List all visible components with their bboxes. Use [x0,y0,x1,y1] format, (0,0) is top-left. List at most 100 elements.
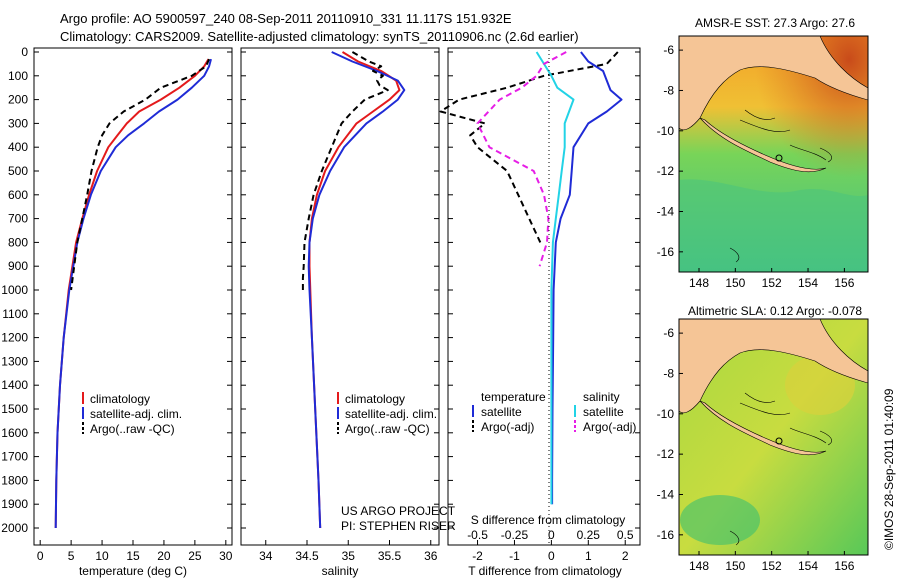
sst-map-title: AMSR-E SST: 27.3 Argo: 27.6 [695,16,855,30]
sla-map [679,319,868,555]
temperature-series-satellite [54,58,212,529]
differences-series-s-argo [476,51,567,267]
sla-low-patch [680,495,760,545]
differences-xtick-label: -1 [509,549,520,563]
difference-series [439,51,623,505]
differences-x2tick-label: 0.5 [617,528,634,542]
temperature-xtick-label: 15 [126,549,140,563]
temperature-axes: 0 5 10 15 20 25 300100200300400500600700800900… [1,45,233,563]
depth-tick-label: 400 [8,140,28,154]
differences-series-t-satellite [551,51,623,505]
legend-label-s-satellite: satellite [583,405,624,419]
depth-tick-label: 600 [8,188,28,202]
legend-label-satellite: satellite-adj. clim. [345,407,437,421]
map-lon-label: 156 [834,276,854,290]
sst-map-frame [678,35,869,273]
salinity-axes: 34 34.5 35 35.5 36 [241,51,439,563]
salinity-xtick-label: 35.5 [378,549,402,563]
map-lon-label: 154 [798,559,818,573]
map-lat-label: -14 [657,204,675,218]
map-lon-label: 156 [834,559,854,573]
reef-outlines [729,109,832,263]
depth-tick-label: 900 [8,259,28,273]
project-name: US ARGO PROJECT [341,504,456,518]
depth-tick-label: 1400 [1,378,28,392]
land-new-guinea [679,319,868,414]
map-lon-label: 148 [689,276,709,290]
land-new-guinea [679,36,868,131]
temperature-series-climatology [54,58,210,529]
legend-label-argo: Argo(..raw -QC) [345,422,430,436]
sst-map-ticks: 148 150 152 154 156 -6 -8 -10 -12 -14 -16 [657,43,855,290]
temperature-series-argo [70,58,211,291]
salinity-xtick-label: 34 [259,549,273,563]
legend-label-s-argo: Argo(-adj) [583,420,636,434]
map-lat-label: -12 [657,164,675,178]
depth-tick-label: 200 [8,93,28,107]
differences-xtick-label: 1 [585,549,592,563]
depth-tick-label: 700 [8,212,28,226]
depth-tick-label: 1100 [2,307,28,321]
difference-xlabel: T difference from climatology [468,564,622,578]
depth-tick-label: 500 [8,164,28,178]
salinity-series-satellite [307,51,406,529]
differences-x2tick-label: -0.25 [501,528,529,542]
depth-tick-label: 1500 [1,402,28,416]
map-lon-label: 152 [762,559,782,573]
legend-label-argo: Argo(..raw -QC) [90,422,175,436]
sla-map-title: Altimetric SLA: 0.12 Argo: -0.078 [688,304,862,318]
land-southeast-tail [699,117,827,173]
difference-legend: temperature salinity satellite Argo(-adj… [472,390,636,434]
depth-tick-label: 100 [8,69,28,83]
difference-axes: -2 -1 0 1 2 -0.5 -0.25 0 0.25 0.5 [448,51,640,563]
map-lon-label: 154 [798,276,818,290]
depth-tick-label: 0 [21,45,28,59]
project-pi: PI: STEPHEN RISER [341,519,456,533]
imos-credit: ©IMOS 28-Sep-2011 01:40:09 [882,388,896,550]
sst-cool-band [679,179,868,272]
map-lon-label: 150 [725,276,745,290]
salinity-series [301,51,406,529]
salinity-xtick-label: 34.5 [295,549,319,563]
depth-tick-label: 1200 [1,331,28,345]
map-lat-label: -12 [657,447,675,461]
differences-series-s-satellite [535,51,575,505]
map-lat-label: -8 [663,366,674,380]
depth-tick-label: 1900 [1,497,28,511]
temperature-legend: climatology satellite-adj. clim. Argo(..… [82,392,182,436]
legend-title-salinity: salinity [583,390,620,404]
differences-x2tick-label: -0.5 [467,528,488,542]
salinity-xtick-label: 35 [342,549,356,563]
salinity-plot-area [240,47,440,546]
salinity-series-climatology [308,51,401,529]
chart-title-line2: Climatology: CARS2009. Satellite-adjuste… [60,29,579,44]
temperature-xtick-label: 5 [68,549,75,563]
legend-title-temperature: temperature [481,390,546,404]
temperature-plot-area [33,47,233,546]
salinity-series-argo [301,51,389,290]
map-lon-label: 148 [689,559,709,573]
map-lat-label: -16 [657,528,675,542]
map-lon-label: 152 [762,276,782,290]
map-lat-label: -10 [657,124,675,138]
salinity-xlabel: salinity [322,564,359,578]
depth-tick-label: 1300 [1,354,28,368]
map-lat-label: -8 [663,83,674,97]
legend-label-climatology: climatology [345,392,405,406]
chart-title-line1: Argo profile: AO 5900597_240 08-Sep-2011… [60,11,512,26]
difference-plot-area [447,47,641,546]
land-southeast-tail [699,400,827,456]
legend-label-t-satellite: satellite [481,405,522,419]
difference-x2label: S difference from climatology [471,513,626,527]
salinity-xtick-label: 36 [424,549,438,563]
sla-map-frame [678,318,869,556]
depth-tick-label: 800 [8,235,28,249]
differences-xtick-label: 2 [622,549,629,563]
sst-map [679,36,868,272]
differences-xtick-label: 0 [548,549,555,563]
map-lat-label: -10 [657,407,675,421]
salinity-legend: climatology satellite-adj. clim. Argo(..… [337,392,437,436]
temperature-xtick-label: 0 [37,549,44,563]
legend-label-t-argo: Argo(-adj) [481,420,534,434]
map-lat-label: -6 [663,326,674,340]
